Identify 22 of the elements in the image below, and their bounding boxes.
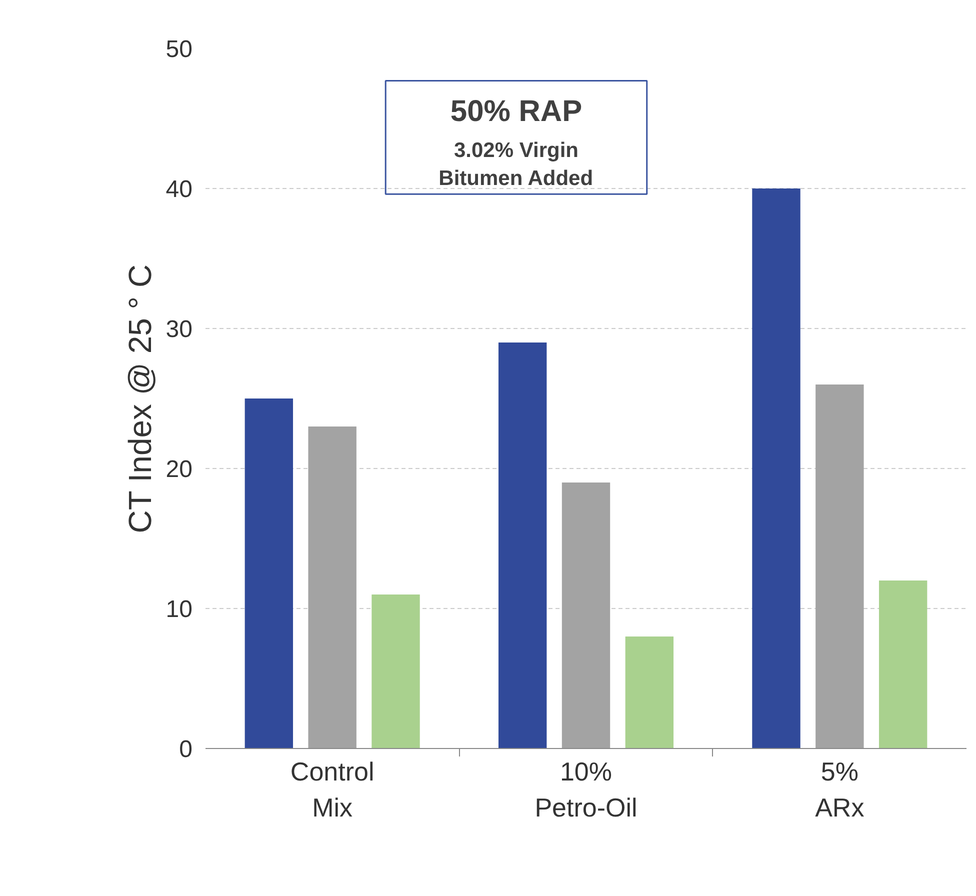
bar [625, 636, 674, 748]
y-tick-label: 40 [166, 176, 193, 203]
bar [244, 398, 294, 748]
bar [372, 594, 420, 748]
y-tick-label: 30 [166, 316, 193, 343]
bar [308, 426, 356, 748]
annotation: 50% RAP [450, 95, 582, 128]
x-tick-label: 10% Petro-Oil [534, 756, 638, 822]
bar [498, 342, 547, 748]
bar [878, 580, 928, 748]
y-tick-label: 20 [166, 456, 193, 483]
x-tick-label: Control Mix [290, 756, 374, 822]
y-tick-label: 10 [166, 596, 193, 623]
annotation: 3.02% Virgin [454, 139, 579, 162]
x-tick-label: 5% ARx [815, 756, 864, 822]
bar [816, 384, 864, 748]
y-axis-title: CT Index @ 25 ° C [122, 264, 158, 534]
annotation: Bitumen Added [438, 167, 594, 190]
bar [562, 482, 610, 748]
bar [752, 188, 800, 748]
y-tick-label: 0 [179, 736, 193, 763]
y-tick-label: 50 [166, 36, 193, 63]
